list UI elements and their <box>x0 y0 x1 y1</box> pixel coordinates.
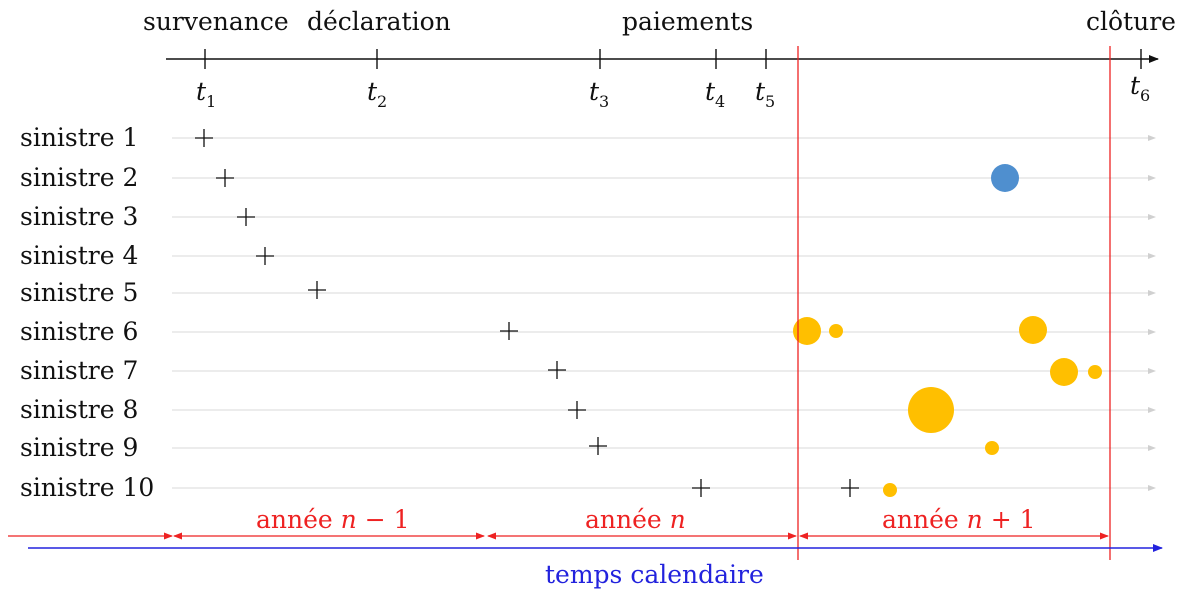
year-label-1: année n − 1 <box>256 505 410 534</box>
cross-marker <box>500 322 518 340</box>
event-dot <box>793 317 821 345</box>
year-label-2: année n <box>585 505 686 534</box>
cross-marker <box>237 208 255 226</box>
tick-label-6: t6 <box>1130 71 1150 105</box>
row-label-9: sinistre 9 <box>20 433 138 462</box>
row-label-7: sinistre 7 <box>20 356 138 385</box>
label-declaration: déclaration <box>307 7 451 36</box>
event-dot <box>1019 316 1047 344</box>
tick-label-4: t4 <box>705 77 725 111</box>
row-label-3: sinistre 3 <box>20 202 138 231</box>
tick-label-1: t1 <box>196 77 216 111</box>
cross-marker <box>308 281 326 299</box>
row-label-6: sinistre 6 <box>20 317 138 346</box>
occurrence-markers <box>195 129 859 497</box>
label-closure: clôture <box>1086 7 1176 36</box>
event-dots <box>793 164 1102 497</box>
cross-marker <box>841 479 859 497</box>
cross-marker <box>256 247 274 265</box>
cross-marker <box>548 361 566 379</box>
tick-label-2: t2 <box>367 77 387 111</box>
event-dot <box>1088 365 1102 379</box>
event-dot <box>1050 358 1078 386</box>
event-dot <box>883 483 897 497</box>
cross-marker <box>216 169 234 187</box>
row-lines <box>172 135 1156 491</box>
cross-marker <box>589 437 607 455</box>
label-occurrence: survenance <box>143 7 289 36</box>
calendar-label: temps calendaire <box>545 560 764 589</box>
tick-label-3: t3 <box>589 77 609 111</box>
label-payments: paiements <box>622 7 753 36</box>
cross-marker <box>568 401 586 419</box>
tick-label-5: t5 <box>755 77 775 111</box>
row-label-10: sinistre 10 <box>20 473 154 502</box>
event-dot <box>985 441 999 455</box>
row-label-8: sinistre 8 <box>20 395 138 424</box>
event-dot <box>908 387 954 433</box>
year-label-3: année n + 1 <box>882 505 1036 534</box>
row-label-4: sinistre 4 <box>20 241 138 270</box>
row-label-5: sinistre 5 <box>20 278 138 307</box>
cross-marker <box>195 129 213 147</box>
cross-marker <box>692 479 710 497</box>
row-label-2: sinistre 2 <box>20 163 138 192</box>
row-label-1: sinistre 1 <box>20 123 138 152</box>
event-dot <box>829 324 843 338</box>
event-dot-blue <box>991 164 1019 192</box>
axis-ticks <box>204 49 1142 69</box>
